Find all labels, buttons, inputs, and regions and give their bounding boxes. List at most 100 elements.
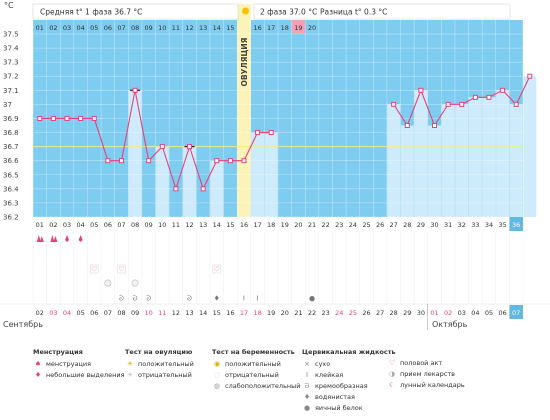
cycle-day-label: 19 xyxy=(281,221,289,229)
temperature-point xyxy=(50,115,56,121)
cycle-day-label: 17 xyxy=(253,221,261,229)
cycle-day-label: 27 xyxy=(390,221,398,229)
temperature-point xyxy=(513,101,519,107)
legend-item: водянистая xyxy=(315,393,355,401)
temperature-point xyxy=(118,158,124,164)
legend-ovulation-test: Тест на овуляцию ☀ положительный ☀ отрицат… xyxy=(125,347,194,381)
sun-positive-icon: ☀ xyxy=(126,360,134,368)
cycle-day-label: 23 xyxy=(335,221,343,229)
bbt-chart: 37.5 37.4 37.3 37.2 37.1 37 36.9 36.8 36.7 36.6 36… xyxy=(0,1,550,330)
y-tick-label: 36.6 xyxy=(3,157,19,165)
calendar-date-label: 19 xyxy=(267,309,275,317)
cycle-day-label: 02 xyxy=(49,221,57,229)
calendar-date-label: 11 xyxy=(158,309,166,317)
top-day-label: 13 xyxy=(199,24,207,32)
temperature-point xyxy=(268,130,274,136)
temperature-point xyxy=(418,87,424,93)
top-day-label: 14 xyxy=(213,24,221,32)
calendar-date-label: 17 xyxy=(240,309,248,317)
top-day-label: 12 xyxy=(185,24,193,32)
calendar-date-label: 07 xyxy=(512,309,520,317)
calendar-date-label: 20 xyxy=(281,309,289,317)
temp-fill xyxy=(400,125,414,217)
menstruation-mark xyxy=(53,236,58,242)
y-tick-label: 37 xyxy=(3,101,12,109)
ovulation-column xyxy=(237,4,251,217)
temperature-point xyxy=(146,158,152,164)
month-right: Октябрь xyxy=(432,320,468,329)
chart-grid xyxy=(32,20,524,218)
ovulation-label: ОВУЛЯЦИЯ xyxy=(240,37,249,86)
top-day-label: 07 xyxy=(117,24,125,32)
temperature-point xyxy=(64,115,70,121)
legend-title: Цервикальная жидкость xyxy=(302,348,396,356)
legend-item: отрицательный xyxy=(138,371,192,379)
cycle-day-label: 28 xyxy=(403,221,411,229)
top-day-label: 09 xyxy=(145,24,153,32)
cycle-day-label: 34 xyxy=(485,221,493,229)
top-day-label: 20 xyxy=(308,24,316,32)
temperature-point xyxy=(173,186,179,192)
calendar-date-label: 03 xyxy=(49,309,57,317)
y-tick-label: 36.7 xyxy=(3,143,19,151)
temperature-point xyxy=(255,130,261,136)
temp-fill xyxy=(128,90,142,217)
temp-fill xyxy=(414,90,428,217)
cycle-day-row: 01 02 03 04 05 06 07 08 09 10 11 12 13 14 15 16 17 18 19 20… xyxy=(36,217,523,231)
calendar-date-label: 29 xyxy=(403,309,411,317)
y-unit-label: °C xyxy=(4,1,14,10)
top-day-label: 04 xyxy=(76,24,84,32)
chart-background xyxy=(33,4,537,217)
temp-fill xyxy=(468,97,482,217)
temperature-point xyxy=(91,115,97,121)
cervical-fluid-mark: Ι xyxy=(257,295,259,303)
cervical-fluid-mark: ● xyxy=(309,295,315,303)
temp-fill xyxy=(496,90,510,217)
calendar-date-label: 06 xyxy=(498,309,506,317)
temperature-point xyxy=(445,101,451,107)
legend-item: положительный xyxy=(225,360,281,368)
heart-icon: ♡ xyxy=(91,266,97,274)
calendar-date-label: 24 xyxy=(335,309,343,317)
legend-menstruation: Менструация ♠ менструация ♦ небольшие выде… xyxy=(33,347,124,381)
calendar-date-label: 30 xyxy=(417,309,425,317)
cycle-day-label: 14 xyxy=(213,221,221,229)
pregnancy-negative-icon: ◌ xyxy=(213,371,221,379)
y-tick-label: 37.3 xyxy=(3,59,19,67)
legend-item: положительный xyxy=(138,360,194,368)
top-day-label: 05 xyxy=(90,24,98,32)
calendar-date-row: 02 03 04 05 06 07 08 09 10 11 12 13 14 15 16 17 18 19 20 21… xyxy=(0,303,550,330)
legend-title: Менструация xyxy=(33,348,83,356)
temperature-point xyxy=(500,87,506,93)
y-tick-label: 37.4 xyxy=(3,45,19,53)
pregnancy-positive-icon: ◉ xyxy=(213,360,221,368)
y-tick-label: 36.9 xyxy=(3,115,19,123)
y-tick-label: 36.5 xyxy=(3,171,19,179)
spotting-mark xyxy=(78,235,83,242)
calendar-date-label: 25 xyxy=(349,309,357,317)
temp-fill xyxy=(482,97,496,217)
phase2-average: 2 фаза 37.0 °C xyxy=(260,8,317,17)
cycle-day-label: 01 xyxy=(36,221,44,229)
temp-fill xyxy=(523,76,537,217)
temperature-point xyxy=(472,94,478,100)
top-day-label: 01 xyxy=(36,24,44,32)
top-day-label: 10 xyxy=(158,24,166,32)
calendar-date-label: 12 xyxy=(172,309,180,317)
cervical-fluid-mark: ᘐ xyxy=(146,295,151,303)
y-tick-label: 36.2 xyxy=(3,214,19,222)
legend-item: половой акт xyxy=(400,359,443,367)
cycle-day-label: 29 xyxy=(417,221,425,229)
temperature-point xyxy=(78,115,84,121)
pregnancy-weak-icon: ◍ xyxy=(213,382,221,390)
ovulation-label-group: ОВУЛЯЦИЯ xyxy=(240,37,249,86)
legend-item: небольшие выделения xyxy=(46,371,125,379)
cycle-day-label: 07 xyxy=(117,221,125,229)
sun-icon xyxy=(242,7,249,15)
cycle-day-label: 36 xyxy=(512,221,520,229)
menstruation-icon: ♠ xyxy=(34,360,42,368)
calendar-date-label: 04 xyxy=(63,309,71,317)
cycle-day-label: 11 xyxy=(172,221,180,229)
temperature-point xyxy=(432,123,438,128)
calendar-date-label: 27 xyxy=(376,309,384,317)
